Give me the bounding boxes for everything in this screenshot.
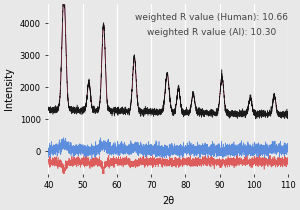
Text: weighted R value (Human): 10.66
weighted R value (AI): 10.30: weighted R value (Human): 10.66 weighted… (135, 13, 288, 37)
Y-axis label: Intensity: Intensity (4, 68, 14, 110)
X-axis label: 2θ: 2θ (162, 196, 174, 206)
